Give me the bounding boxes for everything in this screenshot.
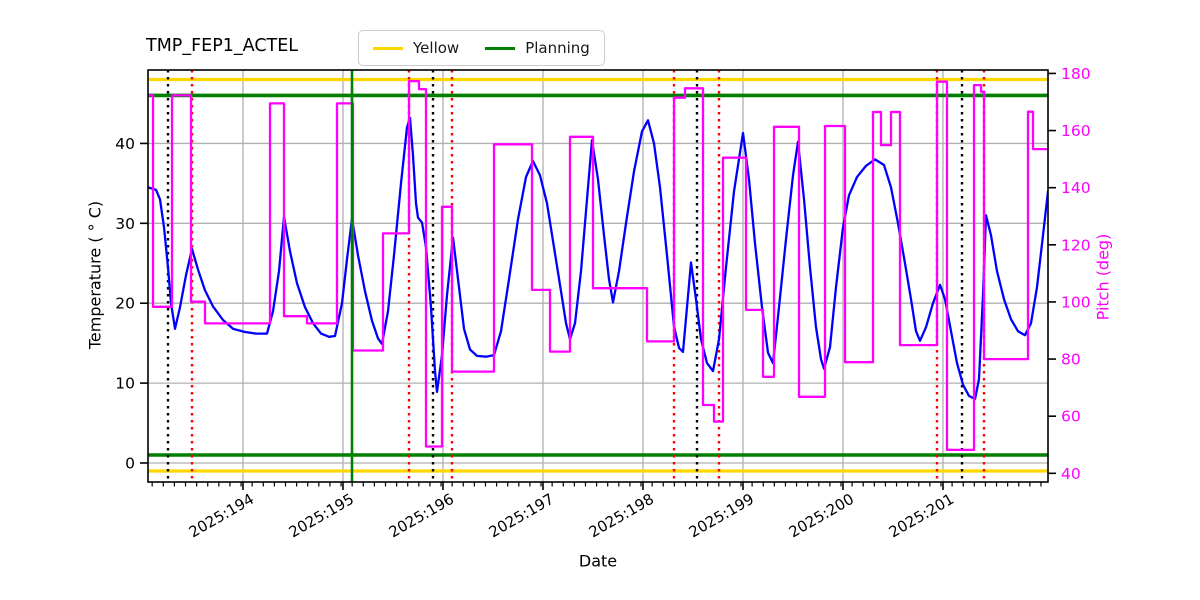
y-left-tick-label: 0 — [125, 454, 135, 472]
y-right-tick-label: 180 — [1061, 65, 1091, 83]
pitch-series-line — [148, 79, 1048, 452]
y-right-tick-label: 140 — [1061, 179, 1091, 197]
legend-item-planning: Planning — [485, 39, 590, 57]
legend: Yellow Planning — [358, 30, 605, 66]
legend-label-yellow: Yellow — [413, 39, 460, 57]
x-tick-label: 2025:200 — [786, 490, 857, 542]
y-left-tick-label: 40 — [115, 135, 135, 153]
y-right-tick-label: 40 — [1061, 465, 1081, 483]
y-left-tick-label: 10 — [115, 375, 135, 393]
y-right-tick-label: 160 — [1061, 122, 1091, 140]
temperature-series-line — [148, 116, 1048, 401]
x-axis-label: Date — [578, 551, 618, 571]
x-tick-label: 2025:194 — [186, 490, 257, 542]
y-axis-label-right: Pitch (deg) — [1093, 233, 1113, 321]
legend-label-planning: Planning — [525, 39, 590, 57]
x-tick-label: 2025:196 — [386, 490, 457, 542]
x-tick-label: 2025:198 — [586, 490, 657, 542]
y-axis-label-left: Temperature ( ° C) — [85, 200, 105, 350]
y-right-tick-label: 60 — [1061, 408, 1081, 426]
x-tick-label: 2025:195 — [286, 490, 357, 542]
y-right-tick-label: 80 — [1061, 351, 1081, 369]
x-tick-label: 2025:199 — [686, 490, 757, 542]
legend-item-yellow: Yellow — [373, 39, 459, 57]
chart-title: TMP_FEP1_ACTEL — [146, 36, 299, 56]
y-left-tick-label: 20 — [115, 295, 135, 313]
series-group — [148, 79, 1048, 452]
yellow-line-sample — [373, 46, 403, 50]
y-right-tick-label: 100 — [1061, 293, 1091, 311]
x-tick-label: 2025:197 — [486, 490, 557, 542]
y-right-tick-label: 120 — [1061, 236, 1091, 254]
x-tick-label: 2025:201 — [886, 490, 957, 542]
y-left-tick-label: 30 — [115, 215, 135, 233]
planning-line-sample — [485, 46, 516, 50]
axes-frame — [147, 69, 1049, 483]
